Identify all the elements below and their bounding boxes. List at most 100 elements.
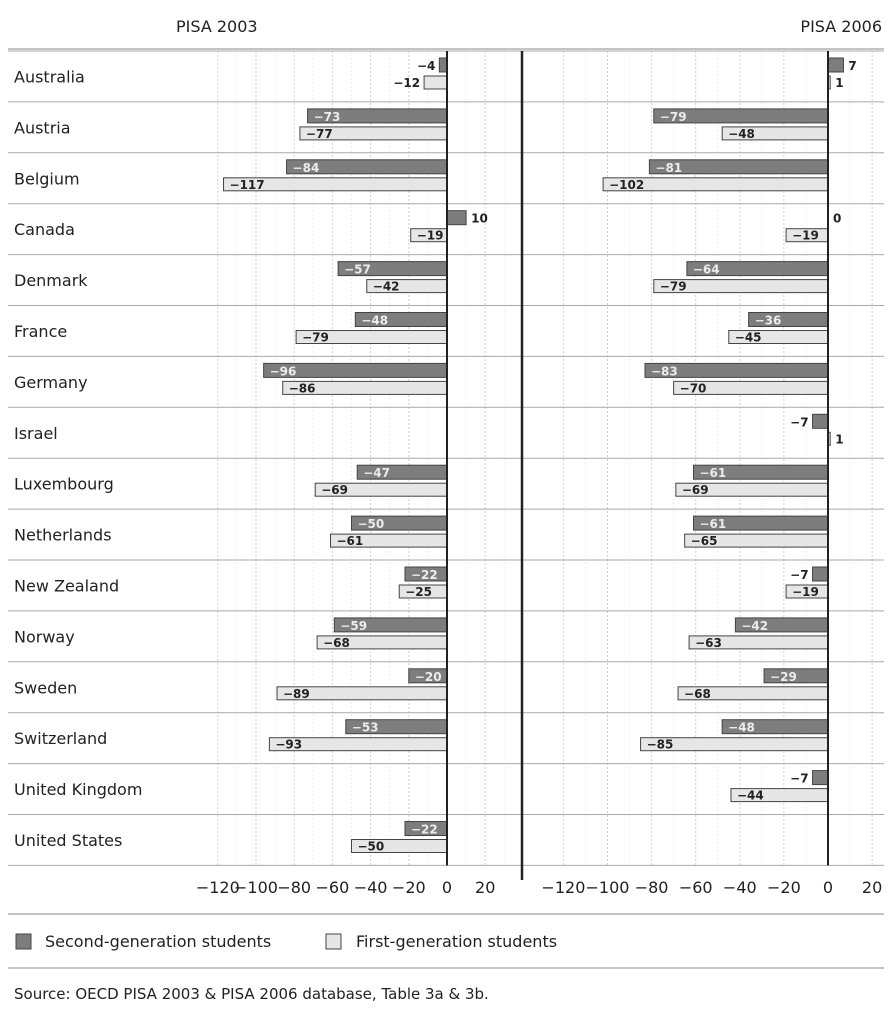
legend-swatch-second-generation (15, 933, 32, 950)
first-generation-label: 1 (835, 432, 843, 446)
legend-swatch-first-generation (325, 933, 342, 950)
category-label: Israel (14, 424, 58, 443)
second-generation-label: 0 (833, 212, 841, 226)
x-tick-label: −80 (635, 878, 669, 897)
second-generation-label: −61 (699, 466, 726, 480)
second-generation-label: −4 (417, 59, 435, 73)
second-generation-bar (812, 413, 829, 429)
second-generation-label: −61 (699, 517, 726, 531)
category-label: New Zealand (14, 576, 119, 595)
x-tick-label: 0 (442, 878, 452, 897)
first-generation-label: −86 (289, 381, 316, 395)
second-generation-label: −57 (344, 263, 371, 277)
first-generation-label: −85 (647, 738, 674, 752)
second-generation-label: −84 (293, 161, 320, 175)
second-generation-label: −20 (415, 670, 442, 684)
second-generation-label: −7 (790, 772, 808, 786)
second-generation-label: −81 (655, 161, 682, 175)
x-tick-label: 20 (862, 878, 882, 897)
second-generation-label: −7 (790, 415, 808, 429)
first-generation-label: −70 (680, 381, 707, 395)
second-generation-label: −22 (411, 568, 438, 582)
first-generation-label: −25 (405, 585, 432, 599)
first-generation-label: −42 (373, 280, 400, 294)
first-generation-bar (423, 75, 448, 90)
second-generation-label: −48 (361, 314, 388, 328)
second-generation-bar (438, 57, 448, 73)
x-tick-label: 20 (475, 878, 495, 897)
first-generation-label: −79 (660, 280, 687, 294)
first-generation-label: −102 (609, 178, 644, 192)
first-generation-label: −65 (691, 534, 718, 548)
panel-title-2003: PISA 2003 (176, 17, 258, 36)
category-label: Netherlands (14, 526, 112, 545)
first-generation-label: −63 (695, 636, 722, 650)
x-tick-label: −40 (354, 878, 388, 897)
first-generation-label: −19 (792, 585, 819, 599)
category-label: France (14, 322, 67, 341)
panel-title-2006: PISA 2006 (800, 17, 882, 36)
first-generation-label: −48 (728, 127, 755, 141)
second-generation-bar (446, 210, 467, 226)
second-generation-label: −42 (741, 619, 768, 633)
second-generation-label: −83 (651, 364, 678, 378)
first-generation-label: −19 (417, 229, 444, 243)
x-tick-label: −80 (277, 878, 311, 897)
first-generation-label: −93 (275, 738, 302, 752)
legend-label-second-generation: Second-generation students (45, 932, 271, 951)
first-generation-label: −50 (358, 840, 385, 854)
second-generation-label: −73 (314, 110, 341, 124)
first-generation-label: −68 (684, 687, 711, 701)
first-generation-label: −19 (792, 229, 819, 243)
first-generation-label: −77 (306, 127, 333, 141)
first-generation-label: −79 (302, 331, 329, 345)
category-label: Luxembourg (14, 475, 114, 494)
second-generation-label: −64 (693, 263, 720, 277)
second-generation-label: −53 (352, 721, 379, 735)
first-generation-label: −117 (230, 178, 265, 192)
second-generation-label: 10 (471, 212, 488, 226)
second-generation-label: −79 (660, 110, 687, 124)
x-tick-label: −40 (723, 878, 757, 897)
second-generation-label: −29 (770, 670, 797, 684)
second-generation-label: −59 (340, 619, 367, 633)
second-generation-label: −96 (270, 364, 297, 378)
category-label: Sweden (14, 678, 77, 697)
category-label: United Kingdom (14, 780, 142, 799)
category-label: Germany (14, 373, 88, 392)
category-label: Denmark (14, 271, 88, 290)
second-generation-bar (827, 57, 844, 73)
x-tick-label: −60 (316, 878, 350, 897)
category-label: Norway (14, 627, 75, 646)
category-label: Canada (14, 220, 75, 239)
second-generation-bar (812, 770, 829, 786)
category-label: Switzerland (14, 729, 107, 748)
first-generation-label: −68 (323, 636, 350, 650)
x-tick-label: 0 (823, 878, 833, 897)
first-generation-label: −44 (737, 789, 764, 803)
second-generation-label: −7 (790, 568, 808, 582)
first-generation-label: 1 (835, 76, 843, 90)
source-note: Source: OECD PISA 2003 & PISA 2006 datab… (14, 985, 489, 1003)
second-generation-label: −47 (363, 466, 390, 480)
x-tick-label: −20 (392, 878, 426, 897)
second-generation-label: 7 (848, 59, 856, 73)
second-generation-label: −48 (728, 721, 755, 735)
first-generation-label: −69 (682, 483, 709, 497)
x-tick-label: −120 (541, 878, 585, 897)
first-generation-label: −12 (393, 76, 420, 90)
first-generation-label: −89 (283, 687, 310, 701)
x-tick-label: −100 (586, 878, 630, 897)
category-label: United States (14, 831, 122, 850)
category-label: Austria (14, 118, 71, 137)
category-label: Belgium (14, 169, 80, 188)
second-generation-label: −36 (755, 314, 782, 328)
second-generation-bar (812, 566, 829, 582)
x-tick-label: −20 (767, 878, 801, 897)
second-generation-label: −22 (411, 823, 438, 837)
second-generation-label: −50 (358, 517, 385, 531)
first-generation-label: −69 (321, 483, 348, 497)
x-tick-label: −120 (196, 878, 240, 897)
